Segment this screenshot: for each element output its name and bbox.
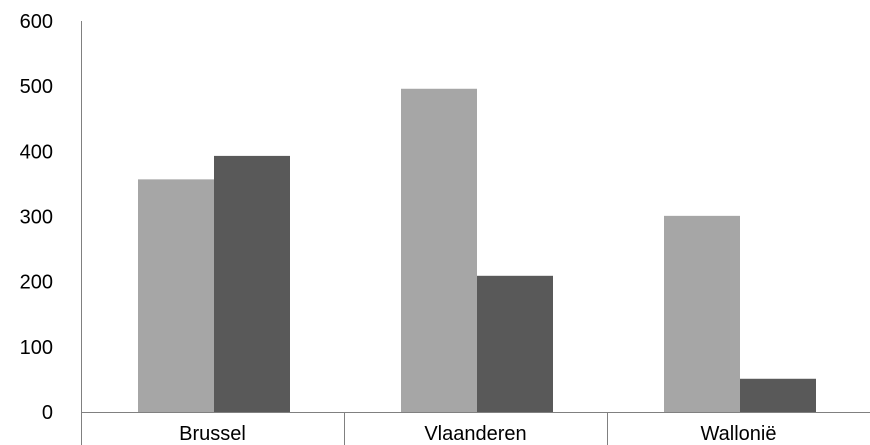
bar-vlaanderen-series-1: [401, 88, 477, 413]
y-tick-label: 400: [20, 141, 53, 163]
y-tick-label: 0: [42, 402, 53, 424]
bar-wallonië-series-2: [740, 378, 816, 412]
axes: [81, 21, 870, 445]
x-category-label: Brussel: [179, 423, 246, 445]
y-tick-label: 200: [20, 272, 53, 294]
bar-vlaanderen-series-2: [477, 275, 553, 412]
y-tick-label: 500: [20, 76, 53, 98]
bar-brussel-series-2: [214, 155, 290, 412]
bar-wallonië-series-1: [664, 215, 740, 412]
x-axis-category-labels: Brussel Vlaanderen Wallonië: [179, 423, 776, 445]
bar-brussel-series-1: [138, 179, 214, 412]
y-tick-label: 300: [20, 207, 53, 229]
x-category-label: Vlaanderen: [424, 423, 526, 445]
bars: [138, 88, 816, 413]
y-tick-label: 100: [20, 337, 53, 359]
y-axis-tick-labels: 0 100 200 300 400 500 600: [20, 11, 53, 424]
y-tick-label: 600: [20, 11, 53, 33]
x-category-label: Wallonië: [701, 423, 777, 445]
